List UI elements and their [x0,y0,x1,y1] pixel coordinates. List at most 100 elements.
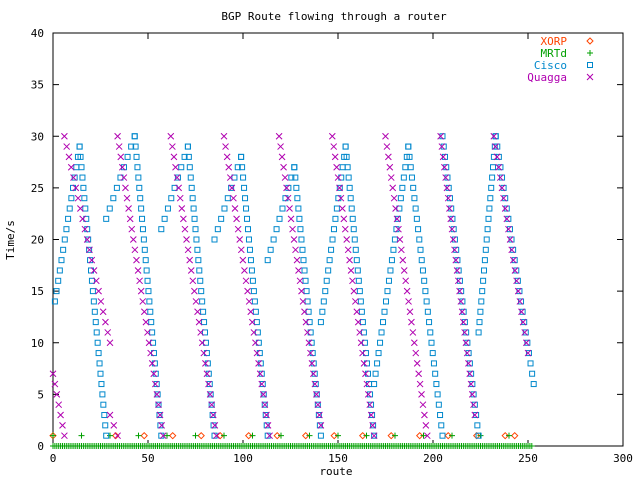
point-quagga [513,277,520,285]
point-cisco [522,329,529,336]
point-quagga [293,256,301,264]
point-mrtd [363,432,370,439]
point-cisco [164,205,171,212]
point-cisco [243,205,250,212]
point-quagga [178,205,186,212]
point-quagga [495,163,503,171]
point-cisco [250,288,257,295]
point-quagga [170,153,178,161]
point-cisco [188,184,195,191]
point-cisco [100,401,107,408]
point-cisco [103,215,110,222]
point-quagga [247,308,255,316]
y-tick-label: 40 [31,27,44,40]
point-quagga [172,163,179,171]
point-quagga [234,225,242,233]
point-cisco [475,329,482,336]
point-quagga [211,421,219,429]
point-quagga [167,132,175,140]
point-quagga [493,153,501,161]
point-cisco [326,257,333,264]
point-quagga [385,153,392,161]
point-quagga [408,318,415,326]
point-cisco [422,288,429,295]
point-cisco [514,277,521,284]
point-cisco [391,236,398,243]
point-cisco [387,267,394,274]
point-mrtd [221,432,227,439]
point-quagga [456,287,463,295]
point-quagga [122,184,129,192]
point-cisco [276,215,283,222]
point-quagga [283,184,290,192]
point-quagga [359,349,366,357]
point-cisco [369,412,376,419]
point-cisco [438,422,445,429]
point-cisco [99,391,106,398]
point-quagga [503,215,511,223]
point-quagga [61,132,68,140]
point-cisco [98,381,105,388]
point-quagga [287,215,295,223]
point-cisco [240,174,247,181]
legend-label-mrtd: MRTd [541,47,568,60]
point-cisco [455,267,462,274]
point-cisco [202,329,208,336]
y-tick-label: 5 [37,388,44,401]
point-cisco [516,288,523,295]
point-quagga [524,349,532,357]
point-cisco [466,360,473,367]
point-cisco [245,236,252,243]
point-cisco [132,143,139,150]
point-cisco [56,267,63,274]
point-quagga [442,174,450,181]
point-cisco [81,195,88,202]
point-quagga [264,421,272,429]
point-xorp [197,431,205,440]
point-cisco [51,298,58,305]
point-quagga [395,225,402,233]
point-quagga [266,432,273,440]
point-quagga [511,267,519,274]
point-quagga [191,287,198,295]
point-quagga [409,329,417,336]
point-cisco [292,174,299,181]
point-xorp [111,431,120,440]
point-cisco [93,329,100,336]
point-cisco [342,143,349,150]
y-tick-label: 35 [31,79,44,92]
x-tick-label: 0 [50,452,57,465]
point-quagga [444,194,452,202]
point-quagga [346,256,353,264]
point-cisco [143,267,150,274]
point-cisco [381,308,388,315]
point-cisco [371,432,378,439]
series-mrtd [50,432,535,449]
point-cisco [352,246,359,253]
legend-marker-xorp [586,37,594,45]
point-cisco [314,401,321,408]
point-quagga [471,411,479,419]
point-cisco [139,215,146,222]
x-axis-label: route [319,465,352,478]
point-cisco [92,319,99,326]
point-cisco [221,205,228,212]
point-cisco [317,432,324,439]
point-cisco [174,174,181,181]
point-cisco [197,277,204,284]
point-cisco [202,339,209,346]
point-quagga [126,215,134,223]
point-quagga [176,194,184,202]
point-quagga [448,225,456,233]
point-cisco [91,308,98,315]
point-quagga [451,246,458,254]
point-quagga [74,194,82,202]
point-cisco [485,215,492,222]
point-quagga [134,267,142,274]
point-cisco [448,205,455,212]
point-cisco [345,174,352,181]
point-cisco [295,205,302,212]
point-quagga [230,194,237,202]
point-cisco [192,226,199,233]
point-quagga [514,287,522,295]
